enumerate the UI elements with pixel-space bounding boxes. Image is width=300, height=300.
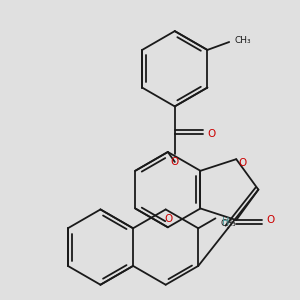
Text: O: O: [164, 214, 173, 224]
Text: O: O: [267, 215, 275, 225]
Text: O: O: [207, 129, 216, 139]
Text: O: O: [171, 157, 179, 167]
Text: CH₃: CH₃: [234, 35, 251, 44]
Text: O: O: [238, 158, 246, 168]
Text: CH₃: CH₃: [220, 219, 236, 228]
Text: H: H: [222, 217, 229, 226]
